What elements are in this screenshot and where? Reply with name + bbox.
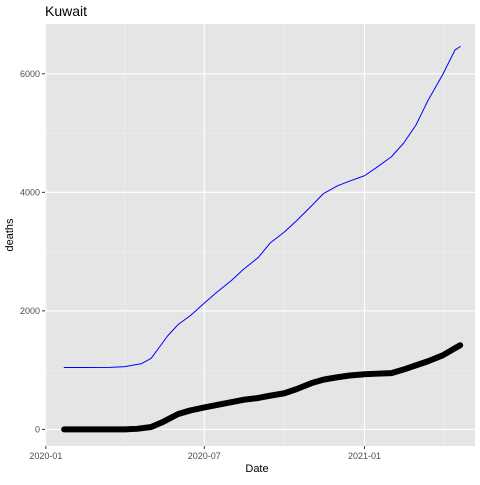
y-axis-label: deaths [4,218,16,252]
chart-title: Kuwait [45,3,87,19]
x-axis: 2020-01 2020-07 2021-01 [29,446,381,461]
x-tick-label: 2021-01 [348,451,381,461]
x-tick-label: 2020-01 [29,451,62,461]
y-tick-label: 2000 [20,306,40,316]
x-tick-label: 2020-07 [188,451,221,461]
y-tick-label: 6000 [20,69,40,79]
series-line-2 [61,342,464,433]
y-tick-label: 0 [35,424,40,434]
y-tick-label: 4000 [20,187,40,197]
y-axis: 0 2000 4000 6000 [20,69,45,434]
series-layer [61,46,464,433]
x-axis-label: Date [245,463,268,475]
plot-panel [45,24,475,446]
series-line-1 [63,46,461,368]
